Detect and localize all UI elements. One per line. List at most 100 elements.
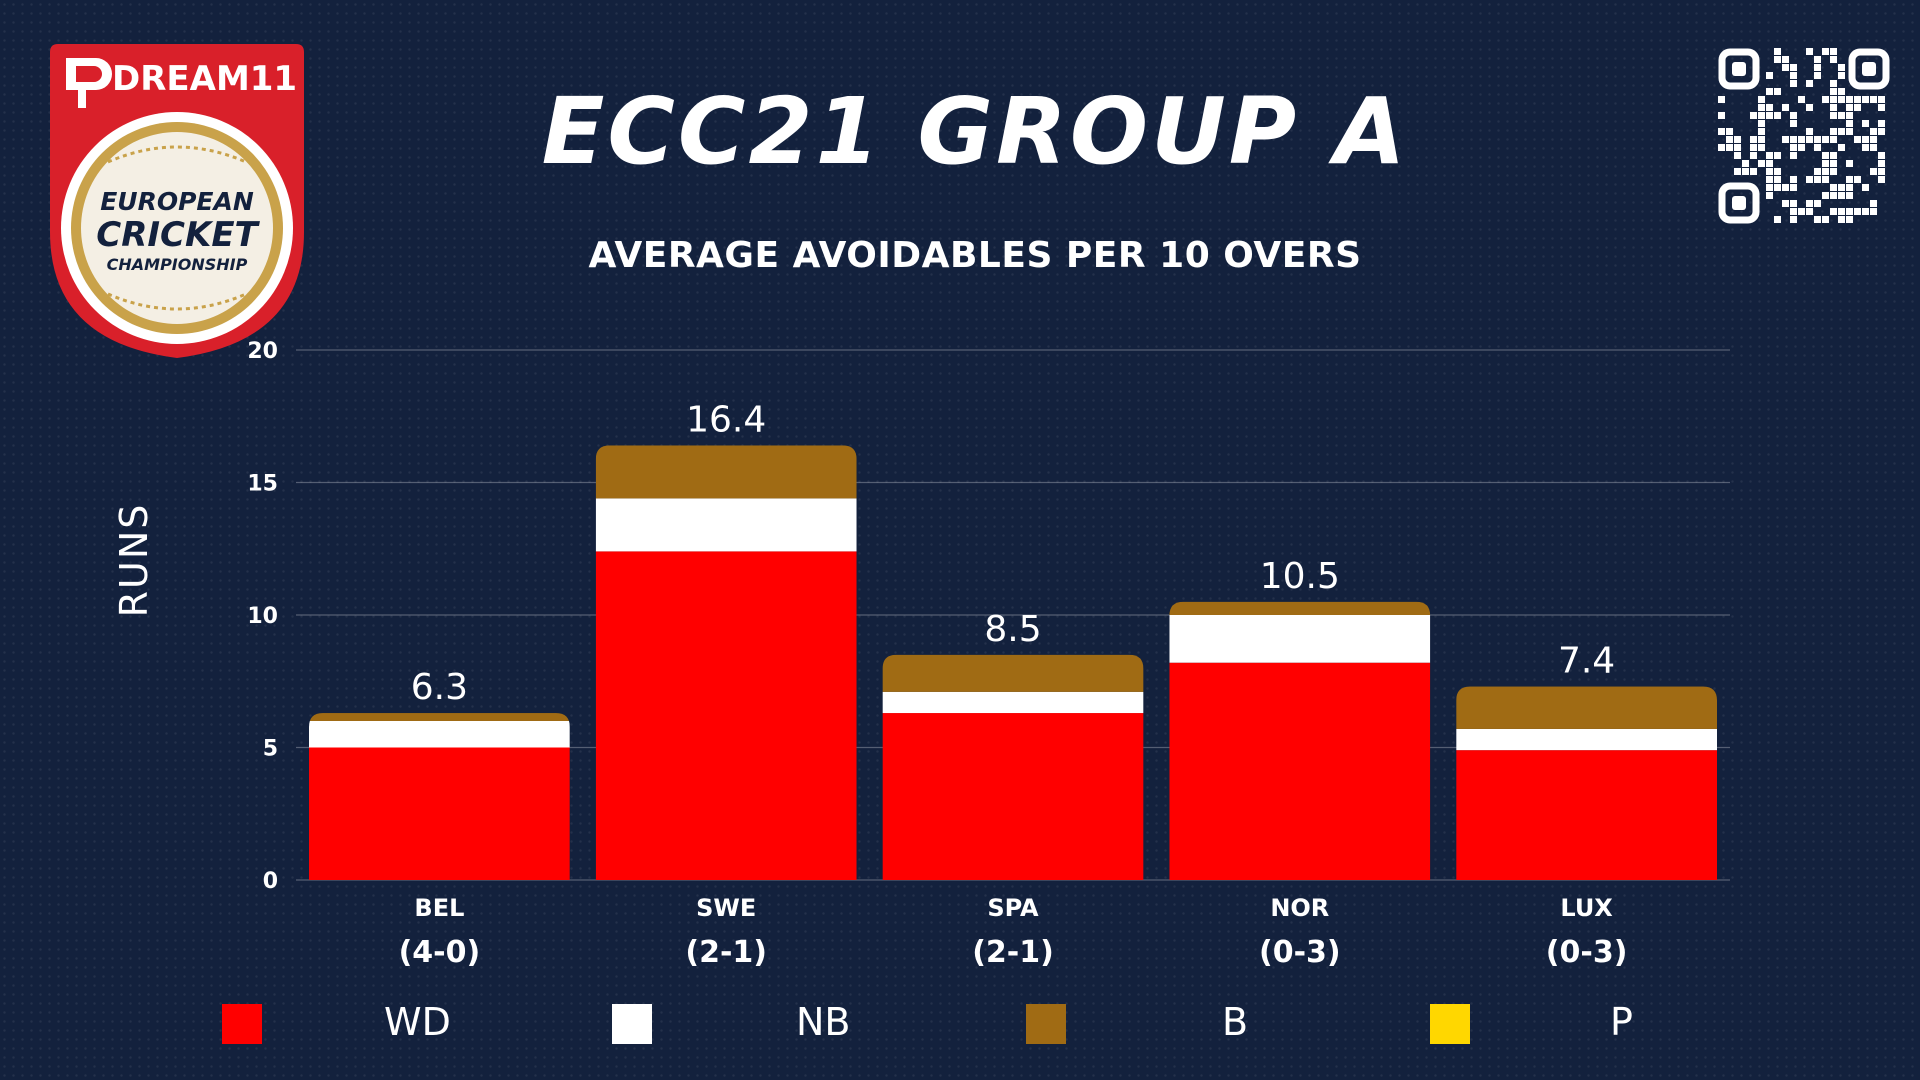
bar-segment-b xyxy=(595,445,857,499)
bar-group-swe xyxy=(595,445,857,880)
qr-module xyxy=(1766,176,1773,183)
legend-swatch-b xyxy=(1026,1004,1066,1044)
qr-module xyxy=(1726,128,1733,135)
qr-module xyxy=(1782,104,1789,111)
qr-module xyxy=(1766,168,1773,175)
qr-module xyxy=(1830,168,1837,175)
legend-label-nb: NB xyxy=(796,1000,851,1044)
y-tick-label: 0 xyxy=(263,869,278,894)
qr-module xyxy=(1750,144,1757,151)
bar-total-label: 7.4 xyxy=(1558,641,1615,682)
qr-module xyxy=(1774,152,1781,159)
qr-module xyxy=(1846,176,1853,183)
x-category-label: NOR xyxy=(1270,894,1329,922)
qr-module xyxy=(1830,104,1837,111)
qr-module xyxy=(1766,192,1773,199)
qr-module xyxy=(1750,112,1757,119)
page-title: ECC21 GROUP A xyxy=(541,78,1409,185)
qr-module xyxy=(1854,104,1861,111)
bar-segment-nb xyxy=(595,498,857,552)
qr-module xyxy=(1806,200,1813,207)
qr-module xyxy=(1854,176,1861,183)
qr-module xyxy=(1814,176,1821,183)
qr-module xyxy=(1838,88,1845,95)
qr-module xyxy=(1742,168,1749,175)
qr-module xyxy=(1854,208,1861,215)
qr-module xyxy=(1766,160,1773,167)
qr-module xyxy=(1814,64,1821,71)
qr-module xyxy=(1878,104,1885,111)
qr-module xyxy=(1718,112,1725,119)
qr-module xyxy=(1790,112,1797,119)
bar-segment-nb xyxy=(882,691,1144,714)
qr-module xyxy=(1758,112,1765,119)
logo-brand-text: DREAM11 xyxy=(112,59,297,99)
qr-module xyxy=(1790,184,1797,191)
qr-module xyxy=(1766,88,1773,95)
qr-module xyxy=(1758,104,1765,111)
qr-module xyxy=(1830,192,1837,199)
qr-module xyxy=(1798,136,1805,143)
qr-module xyxy=(1838,112,1845,119)
bar-segment-b xyxy=(309,713,570,721)
qr-module xyxy=(1814,168,1821,175)
qr-module xyxy=(1878,160,1885,167)
qr-module xyxy=(1766,112,1773,119)
qr-module xyxy=(1782,136,1789,143)
qr-finder xyxy=(1718,48,1760,90)
qr-module xyxy=(1790,64,1797,71)
qr-module xyxy=(1750,168,1757,175)
qr-module xyxy=(1830,56,1837,63)
qr-module xyxy=(1718,128,1725,135)
qr-module xyxy=(1782,184,1789,191)
qr-module xyxy=(1758,136,1765,143)
qr-module xyxy=(1758,96,1765,103)
chart-title: AVERAGE AVOIDABLES PER 10 OVERS xyxy=(588,235,1362,276)
bar-segment-b xyxy=(1456,686,1717,729)
qr-module xyxy=(1854,96,1861,103)
bar-total-label: 6.3 xyxy=(411,667,468,708)
bar-segment-b xyxy=(1169,601,1431,615)
qr-module xyxy=(1758,128,1765,135)
qr-module xyxy=(1822,176,1829,183)
qr-module xyxy=(1878,120,1885,127)
y-tick-label: 15 xyxy=(247,472,278,497)
qr-module xyxy=(1830,184,1837,191)
bar-total-label: 10.5 xyxy=(1260,556,1340,597)
qr-finder-dot xyxy=(1862,62,1876,76)
qr-module xyxy=(1782,64,1789,71)
qr-module xyxy=(1814,72,1821,79)
qr-module xyxy=(1798,96,1805,103)
qr-module xyxy=(1854,136,1861,143)
qr-module xyxy=(1806,176,1813,183)
qr-module xyxy=(1790,176,1797,183)
qr-module xyxy=(1758,120,1765,127)
qr-module xyxy=(1758,144,1765,151)
qr-code-icon xyxy=(1718,48,1890,224)
qr-module xyxy=(1726,136,1733,143)
qr-module xyxy=(1870,136,1877,143)
qr-module xyxy=(1798,144,1805,151)
qr-module xyxy=(1750,136,1757,143)
qr-module xyxy=(1814,144,1821,151)
qr-module xyxy=(1814,56,1821,63)
qr-module xyxy=(1846,128,1853,135)
european-cricket-championship-logo: DREAM11 EUROPEAN CRICKET CHAMPIONSHIP xyxy=(50,44,304,358)
qr-module xyxy=(1838,216,1845,223)
qr-module xyxy=(1822,152,1829,159)
qr-module xyxy=(1798,208,1805,215)
bar-segment-wd xyxy=(309,747,570,880)
qr-module xyxy=(1790,120,1797,127)
qr-module xyxy=(1838,72,1845,79)
qr-module xyxy=(1830,96,1837,103)
qr-module xyxy=(1830,136,1837,143)
qr-module xyxy=(1838,64,1845,71)
qr-module xyxy=(1878,168,1885,175)
qr-module xyxy=(1822,96,1829,103)
bar-group-lux xyxy=(1456,686,1717,880)
qr-module xyxy=(1774,88,1781,95)
x-category-label: BEL xyxy=(414,894,464,922)
bar-total-label: 8.5 xyxy=(984,609,1041,650)
y-tick-label: 5 xyxy=(263,737,278,762)
